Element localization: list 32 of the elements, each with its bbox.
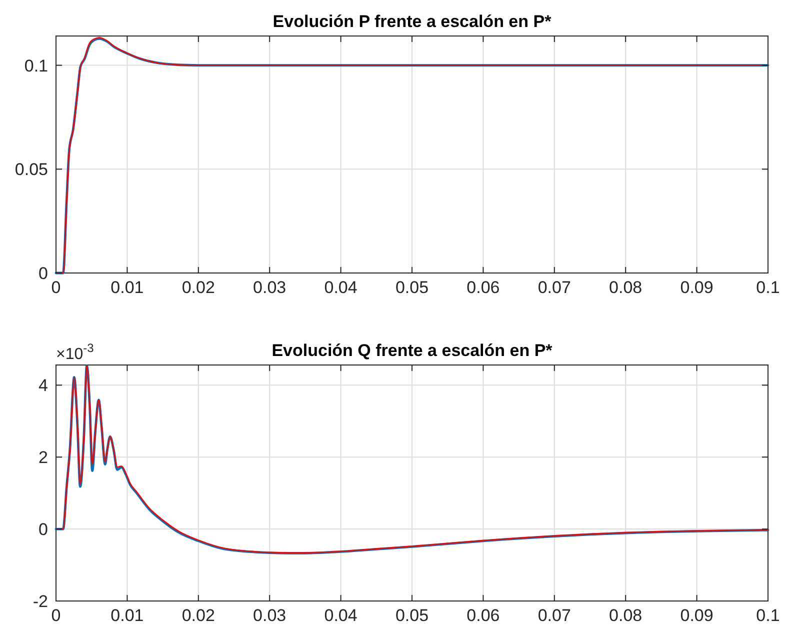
x-tick-label: 0.09 xyxy=(680,606,714,625)
y-tick-label: 0.1 xyxy=(24,56,48,76)
x-tick-label: 0.04 xyxy=(324,606,358,625)
x-tick-label: 0.08 xyxy=(609,278,642,297)
x-tick-label: 0.02 xyxy=(182,278,215,297)
x-tick-label: 0.1 xyxy=(756,606,780,625)
y-tick-label: -2 xyxy=(32,592,48,611)
x-tick-label: 0.03 xyxy=(253,606,286,625)
x-tick-label: 0.01 xyxy=(110,606,144,625)
x-tick-label: 0.07 xyxy=(538,278,571,297)
x-tick-label: 0 xyxy=(51,606,61,625)
x-tick-label: 0.07 xyxy=(538,606,571,625)
y-tick-label: 0.05 xyxy=(14,160,48,180)
x-tick-label: 0.04 xyxy=(324,278,358,297)
x-tick-label: 0.02 xyxy=(182,606,215,625)
x-tick-label: 0.08 xyxy=(609,606,642,625)
x-tick-label: 0.09 xyxy=(680,278,714,297)
x-tick-label: 0.03 xyxy=(253,278,286,297)
y-tick-label: 0 xyxy=(38,520,48,540)
chart-title: Evolución Q frente a escalón en P* xyxy=(272,341,553,360)
x-tick-label: 0.05 xyxy=(395,606,429,625)
x-tick-label: 0.1 xyxy=(756,278,780,297)
text: ×10$^{-3}$ xyxy=(56,341,94,363)
y-tick-label: 4 xyxy=(38,376,48,396)
chart-title: Evolución P frente a escalón en P* xyxy=(272,12,552,31)
x-tick-label: 0 xyxy=(51,278,61,297)
x-tick-label: 0.06 xyxy=(466,278,500,297)
x-tick-label: 0.06 xyxy=(466,606,500,625)
y-tick-label: 2 xyxy=(38,448,48,468)
y-tick-label: 0 xyxy=(38,264,48,283)
x-tick-label: 0.01 xyxy=(110,278,144,297)
x-tick-label: 0.05 xyxy=(395,278,429,297)
